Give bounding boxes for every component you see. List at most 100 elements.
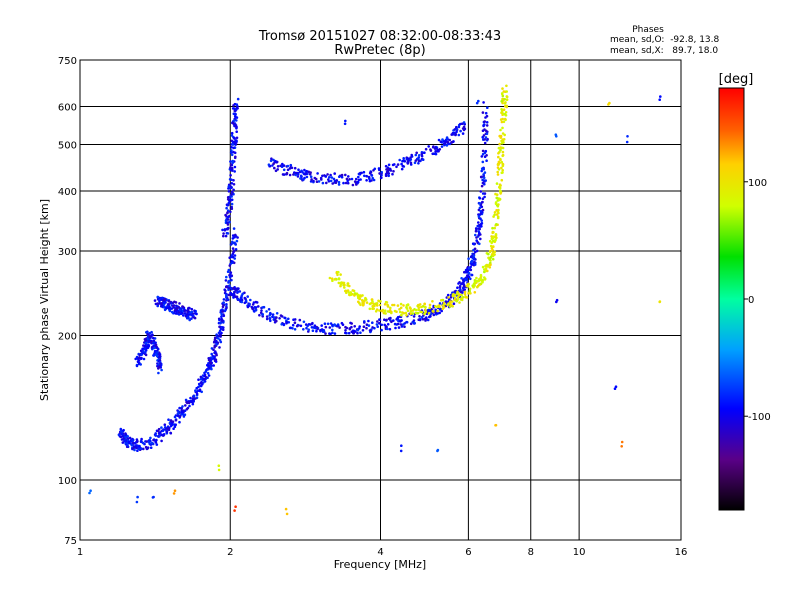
data-point <box>353 294 356 297</box>
data-point <box>359 171 362 175</box>
data-point <box>500 166 503 170</box>
data-point <box>204 370 208 373</box>
data-point <box>194 397 197 400</box>
data-point <box>357 175 360 179</box>
data-point <box>321 174 324 178</box>
data-point <box>307 328 311 332</box>
data-point <box>274 159 277 163</box>
data-point <box>331 279 334 283</box>
data-point <box>226 270 230 274</box>
data-point <box>501 87 504 90</box>
data-point <box>475 239 479 242</box>
data-point <box>186 401 189 405</box>
data-point <box>496 166 500 169</box>
data-point <box>193 309 196 313</box>
data-point <box>343 286 346 289</box>
data-point <box>158 299 161 303</box>
data-point <box>481 149 485 153</box>
data-point <box>481 152 485 156</box>
data-point <box>183 413 187 417</box>
data-point <box>222 303 226 307</box>
data-point <box>282 173 286 176</box>
data-point <box>238 290 242 293</box>
data-point <box>417 162 420 165</box>
data-point <box>388 309 392 312</box>
data-point <box>460 282 464 285</box>
data-point <box>210 357 214 361</box>
data-point <box>356 180 360 184</box>
data-point <box>502 138 506 141</box>
data-point <box>457 133 461 137</box>
data-point <box>188 318 191 322</box>
data-point <box>490 241 494 244</box>
data-point <box>124 433 128 436</box>
data-point <box>372 178 376 182</box>
data-point <box>170 420 173 423</box>
data-point <box>471 262 475 265</box>
data-point <box>234 248 238 251</box>
data-point <box>420 305 423 309</box>
data-point <box>659 95 662 98</box>
data-point <box>607 103 610 106</box>
colorbar-tick-label: 100 <box>748 178 767 189</box>
data-point <box>424 147 428 151</box>
data-point <box>378 300 382 303</box>
data-point <box>139 439 143 443</box>
data-point <box>220 318 224 322</box>
data-point <box>429 312 433 316</box>
data-point <box>141 441 145 445</box>
data-point <box>178 406 181 410</box>
data-point <box>475 101 479 105</box>
data-point <box>356 328 360 332</box>
data-point <box>293 321 297 325</box>
data-point <box>473 247 477 251</box>
data-point <box>206 371 210 375</box>
data-point <box>178 309 182 312</box>
data-point <box>449 300 452 303</box>
data-point <box>426 318 430 322</box>
data-point <box>344 329 347 332</box>
data-point <box>162 301 165 305</box>
x-axis-label: Frequency [MHz] <box>334 558 426 571</box>
data-point <box>414 308 418 312</box>
data-point <box>234 109 237 113</box>
data-point <box>194 389 197 392</box>
data-point <box>461 286 465 290</box>
data-point <box>296 172 300 176</box>
data-point <box>145 440 148 443</box>
data-point <box>437 304 441 308</box>
data-point <box>172 427 175 431</box>
data-point <box>212 348 215 352</box>
data-point <box>353 180 357 183</box>
data-point <box>340 175 344 179</box>
data-point <box>305 326 308 330</box>
data-point <box>126 434 129 438</box>
data-point <box>368 329 372 332</box>
data-point <box>464 278 468 282</box>
data-point <box>469 277 472 281</box>
data-point <box>453 298 456 302</box>
data-point <box>380 309 384 313</box>
data-point <box>295 324 299 328</box>
data-point <box>224 213 227 217</box>
data-point <box>500 142 504 145</box>
data-point <box>376 320 379 323</box>
data-point <box>119 427 123 431</box>
data-point <box>348 284 351 288</box>
data-point <box>496 216 500 220</box>
data-point <box>409 158 413 161</box>
data-point <box>361 329 365 332</box>
data-point <box>343 283 346 287</box>
data-point <box>478 242 481 246</box>
data-point <box>412 315 416 318</box>
data-point <box>357 327 361 330</box>
data-point <box>325 181 328 185</box>
data-point <box>458 284 462 288</box>
data-point <box>392 303 396 307</box>
data-point <box>226 196 230 199</box>
data-point <box>489 249 492 253</box>
data-point <box>478 202 481 205</box>
plot-area: 1 2 4 6 8 10 16 75 100 200 300 400 500 600 750 <box>58 56 687 558</box>
data-point <box>225 296 228 299</box>
data-point <box>396 322 400 326</box>
